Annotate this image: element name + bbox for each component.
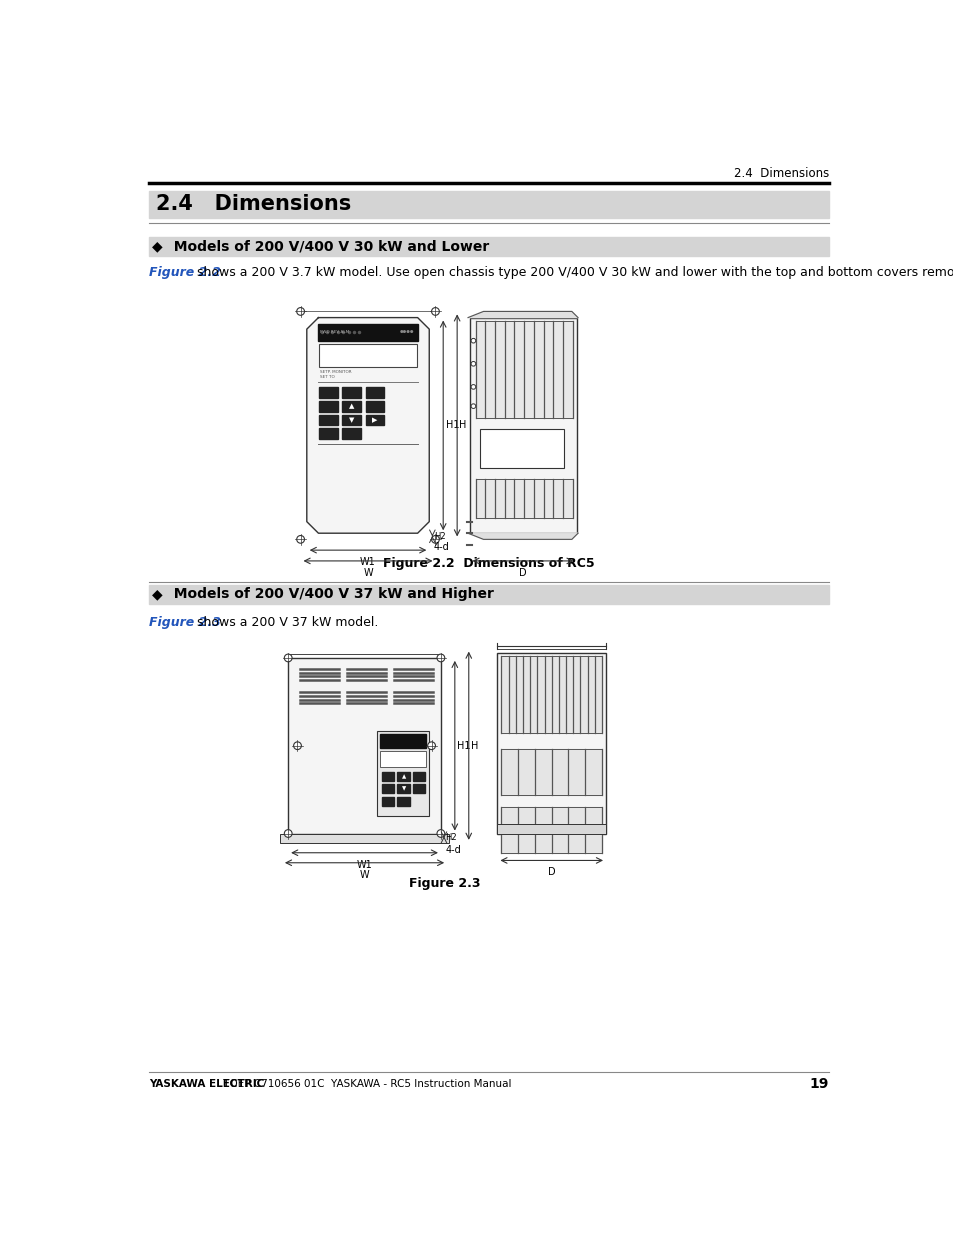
Bar [377,731,429,816]
Text: H: H [459,420,466,431]
Bar [500,748,601,795]
Bar [342,429,360,440]
Circle shape [431,308,439,315]
Bar [149,585,828,604]
Text: H1: H1 [445,420,458,431]
Text: TOEP C710656 01C  YASKAWA - RC5 Instruction Manual: TOEP C710656 01C YASKAWA - RC5 Instructi… [220,1078,511,1089]
Bar [476,321,572,417]
Circle shape [296,536,304,543]
Bar [500,806,601,852]
Bar [469,317,576,534]
Bar [500,656,601,734]
Circle shape [436,830,444,837]
Text: FWD REV ALM: FWD REV ALM [319,330,349,333]
Text: ▼: ▼ [401,787,405,792]
Text: H2: H2 [434,532,445,541]
Text: H1: H1 [456,741,470,751]
Text: ▼: ▼ [349,417,355,424]
Bar [381,772,394,782]
Bar [497,652,605,834]
Circle shape [436,655,444,662]
Bar [342,415,360,425]
Text: ●●●●: ●●●● [399,330,415,333]
Text: Models of 200 V/400 V 30 kW and Lower: Models of 200 V/400 V 30 kW and Lower [164,240,489,253]
Bar [397,784,410,793]
Circle shape [471,404,476,409]
Bar [288,658,440,834]
Bar [319,343,416,367]
Bar [149,237,828,256]
Text: SETP. MONITOR: SETP. MONITOR [319,370,352,374]
Bar [381,784,394,793]
Text: shows a 200 V 3.7 kW model. Use open chassis type 200 V/400 V 30 kW and lower wi: shows a 200 V 3.7 kW model. Use open cha… [193,266,953,279]
Bar [397,797,410,805]
Text: Figure 2.2  Dimensions of RC5: Figure 2.2 Dimensions of RC5 [383,557,594,571]
Circle shape [431,536,439,543]
Bar [397,772,410,782]
Bar [149,190,828,219]
Text: 19: 19 [809,1077,828,1091]
Bar [319,415,337,425]
Bar [319,429,337,440]
Bar [319,343,416,367]
Bar [342,387,360,398]
Bar [380,751,426,767]
Bar [380,734,426,748]
Circle shape [471,384,476,389]
Text: ▶: ▶ [372,417,377,424]
Text: ◆: ◆ [152,240,162,253]
Bar [317,324,418,341]
Bar [381,797,394,805]
Bar [476,479,572,517]
Bar [342,401,360,411]
Text: ▲: ▲ [401,774,405,779]
Text: 4-d: 4-d [445,846,461,856]
Polygon shape [468,311,578,317]
Text: Figure 2.2: Figure 2.2 [149,266,220,279]
Text: W: W [363,568,373,578]
Text: W1: W1 [360,557,375,567]
Text: 2.4   Dimensions: 2.4 Dimensions [156,194,352,215]
Circle shape [427,742,435,750]
Polygon shape [307,317,429,534]
Bar [365,401,384,411]
Text: Figure 2.3: Figure 2.3 [149,615,220,629]
Circle shape [471,338,476,343]
Text: Models of 200 V/400 V 37 kW and Higher: Models of 200 V/400 V 37 kW and Higher [164,588,494,601]
Text: 2.4  Dimensions: 2.4 Dimensions [733,167,828,180]
Text: H2: H2 [445,832,456,842]
Text: SET TO: SET TO [319,375,335,379]
Bar [288,658,440,834]
Circle shape [294,742,301,750]
Circle shape [296,308,304,315]
Text: D: D [518,568,526,578]
Bar [365,387,384,398]
Polygon shape [468,534,578,540]
Bar [497,824,605,834]
Bar [480,430,563,468]
Text: 4-d: 4-d [434,542,449,552]
Circle shape [284,830,292,837]
Text: H: H [471,741,478,751]
Text: Figure 2.3: Figure 2.3 [409,877,480,890]
Text: W: W [359,869,369,879]
Text: W1: W1 [356,860,372,869]
Circle shape [284,655,292,662]
Bar [469,317,576,534]
Bar [319,387,337,398]
Text: shows a 200 V 37 kW model.: shows a 200 V 37 kW model. [193,615,377,629]
Bar [497,652,605,834]
Bar [413,772,425,782]
Bar [319,401,337,411]
Text: ◆: ◆ [152,588,162,601]
Text: YASKAWA ELECTRIC: YASKAWA ELECTRIC [149,1078,264,1089]
Text: D: D [547,867,555,877]
Text: ▲: ▲ [349,403,355,409]
Circle shape [471,362,476,366]
Bar [280,834,448,842]
Bar [413,784,425,793]
Bar [365,415,384,425]
